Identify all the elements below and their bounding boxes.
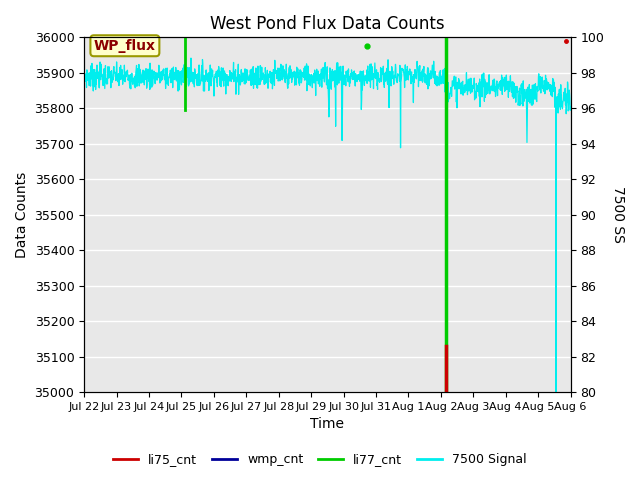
Y-axis label: Data Counts: Data Counts — [15, 172, 29, 258]
Text: WP_flux: WP_flux — [94, 39, 156, 53]
Legend: li75_cnt, wmp_cnt, li77_cnt, 7500 Signal: li75_cnt, wmp_cnt, li77_cnt, 7500 Signal — [108, 448, 532, 471]
X-axis label: Time: Time — [310, 418, 344, 432]
Y-axis label: 7500 SS: 7500 SS — [611, 186, 625, 243]
Title: West Pond Flux Data Counts: West Pond Flux Data Counts — [210, 15, 445, 33]
